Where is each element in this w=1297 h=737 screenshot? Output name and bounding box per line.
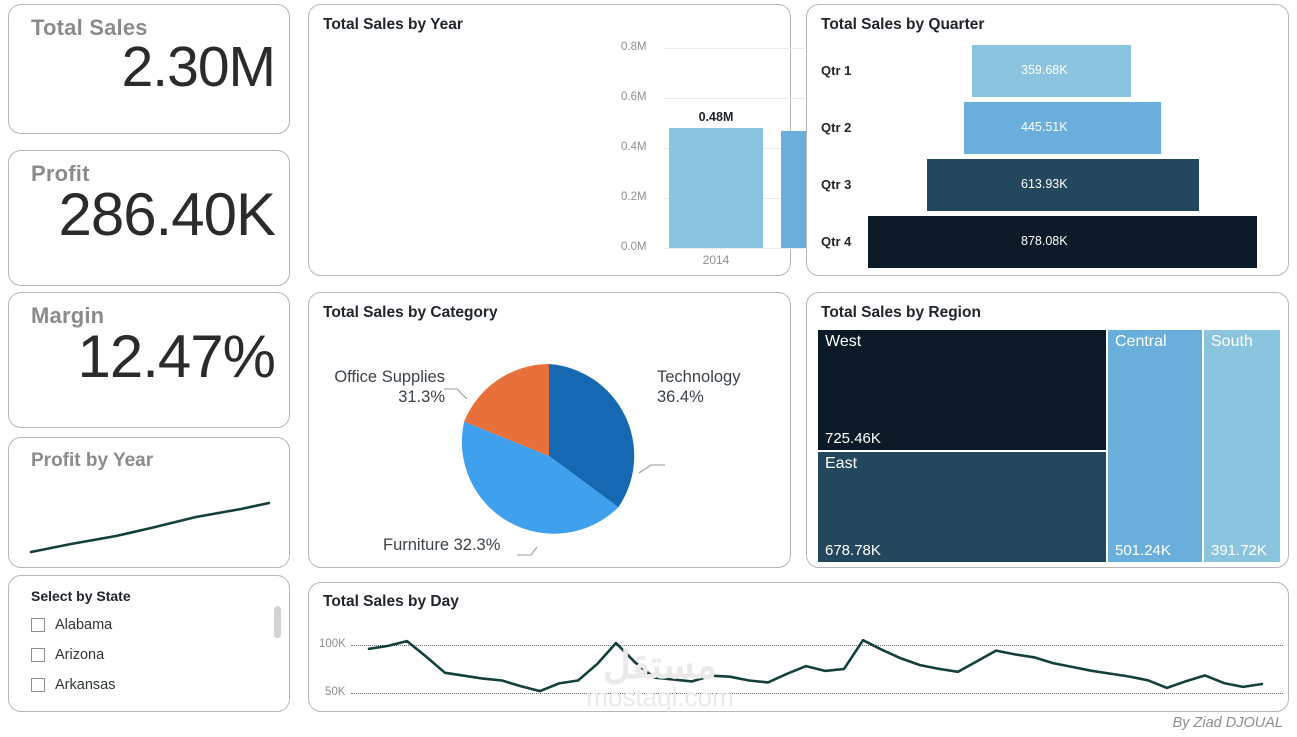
pie-slice-technology[interactable] <box>549 364 635 508</box>
funnel-bar[interactable] <box>964 102 1161 154</box>
chart-title: Total Sales by Region <box>821 304 981 321</box>
kpi-value: 12.47% <box>77 323 277 390</box>
chart-title: Total Sales by Category <box>323 304 498 321</box>
kpi-label: Total Sales <box>31 15 148 40</box>
funnel-row-qtr1[interactable]: Qtr 1 359.68K <box>807 45 1288 97</box>
funnel-category-label: Qtr 3 <box>821 177 852 192</box>
pie-label-furniture: Furniture 32.3% <box>383 535 500 555</box>
pie-leader-line-furniture <box>517 546 538 556</box>
pie-label-percent: 36.4% <box>657 388 704 407</box>
pie-label-technology: Technology 36.4% <box>657 367 740 407</box>
slicer-scrollbar[interactable] <box>274 606 281 638</box>
treemap-cell-south[interactable]: South 391.72K <box>1204 330 1280 562</box>
chart-card-sales-by-day[interactable]: Total Sales by Day 100K 50K <box>308 582 1289 712</box>
gridline <box>351 693 1283 694</box>
slicer-item-arizona[interactable]: Arizona <box>31 644 104 666</box>
treemap-cell-label: South <box>1211 333 1253 350</box>
funnel-data-label: 878.08K <box>1021 234 1068 248</box>
chart-card-sales-by-year[interactable]: Total Sales by Year 0.8M 0.6M 0.4M 0.2M … <box>308 4 1099 276</box>
chart-card-sales-by-region[interactable]: Total Sales by Region West 725.46K East … <box>806 292 1289 568</box>
pie-plot <box>444 364 665 556</box>
funnel-bar[interactable] <box>972 45 1131 97</box>
funnel-data-label: 359.68K <box>1021 63 1068 77</box>
pie-label-name: Technology <box>657 368 741 386</box>
slicer-item-alabama[interactable]: Alabama <box>31 614 112 636</box>
slicer-title: Select by State <box>31 588 131 604</box>
bar-2014[interactable] <box>669 128 763 248</box>
y-tick-label: 100K <box>319 638 346 650</box>
funnel-category-label: Qtr 2 <box>821 120 852 135</box>
chart-card-sales-by-quarter[interactable]: Total Sales by Quarter Qtr 1 359.68K Qtr… <box>806 4 1289 276</box>
chart-title: Total Sales by Day <box>323 593 459 610</box>
treemap-cell-west[interactable]: West 725.46K <box>818 330 1106 450</box>
y-tick-label: 0.0M <box>621 241 647 253</box>
y-tick-label: 50K <box>325 686 346 698</box>
author-credit: By Ziad DJOUAL <box>1172 715 1283 731</box>
treemap-cell-value: 678.78K <box>825 542 881 559</box>
funnel-data-label: 613.93K <box>1021 177 1068 191</box>
slicer-item-label: Arizona <box>55 647 105 663</box>
pie-leader-line-office <box>444 388 468 400</box>
slicer-item-label: Alabama <box>55 617 113 633</box>
funnel-row-qtr3[interactable]: Qtr 3 613.93K <box>807 159 1288 211</box>
chart-card-profit-by-year[interactable]: Profit by Year <box>8 437 290 568</box>
funnel-row-qtr2[interactable]: Qtr 2 445.51K <box>807 102 1288 154</box>
y-tick-label: 0.6M <box>621 91 647 103</box>
treemap-cell-label: East <box>825 455 858 472</box>
slicer-card-select-by-state[interactable]: Select by State Alabama Arizona Arkansas <box>8 575 290 712</box>
treemap-cell-value: 391.72K <box>1211 542 1267 559</box>
kpi-card-margin[interactable]: Margin 12.47% <box>8 292 290 428</box>
kpi-value: 286.40K <box>58 181 276 248</box>
treemap-cell-east[interactable]: East 678.78K <box>818 452 1106 562</box>
pie-label-percent: 32.3% <box>453 536 501 554</box>
line-plot <box>367 638 1264 693</box>
kpi-label: Margin <box>31 303 105 328</box>
treemap-cell-label: West <box>825 333 862 350</box>
checkbox[interactable] <box>31 618 45 632</box>
kpi-card-profit[interactable]: Profit 286.40K <box>8 150 290 286</box>
funnel-bar[interactable] <box>868 216 1257 268</box>
kpi-value: 2.30M <box>121 35 276 99</box>
funnel-row-qtr4[interactable]: Qtr 4 878.08K <box>807 216 1288 268</box>
slicer-item-label: Arkansas <box>55 677 116 693</box>
checkbox[interactable] <box>31 678 45 692</box>
x-tick-label: 2014 <box>702 253 730 267</box>
pie-label-office-supplies: Office Supplies 31.3% <box>323 367 445 407</box>
pie-label-name: Office Supplies <box>334 368 445 386</box>
sparkline-plot <box>29 501 271 554</box>
pie-label-percent: 31.3% <box>398 388 445 407</box>
line-series <box>367 638 1264 693</box>
kpi-label: Profit <box>31 161 90 186</box>
treemap-cell-central[interactable]: Central 501.24K <box>1108 330 1202 562</box>
chart-title: Total Sales by Quarter <box>821 16 985 33</box>
pie-slice-office-supplies[interactable] <box>464 364 549 456</box>
funnel-category-label: Qtr 1 <box>821 63 852 78</box>
y-tick-label: 0.8M <box>621 41 647 53</box>
treemap-cell-value: 501.24K <box>1115 542 1171 559</box>
bar-data-label: 0.48M <box>698 110 734 124</box>
treemap-cell-label: Central <box>1115 333 1167 350</box>
y-tick-label: 0.2M <box>621 191 647 203</box>
y-tick-label: 0.4M <box>621 141 647 153</box>
pie-label-name: Furniture <box>383 536 450 554</box>
slicer-item-arkansas[interactable]: Arkansas <box>31 674 115 696</box>
chart-title: Profit by Year <box>31 450 154 471</box>
funnel-category-label: Qtr 4 <box>821 234 852 249</box>
kpi-card-total-sales[interactable]: Total Sales 2.30M <box>8 4 290 134</box>
gridline <box>351 645 1283 646</box>
chart-card-sales-by-category[interactable]: Total Sales by Category Office Supplies … <box>308 292 791 568</box>
funnel-bar[interactable] <box>927 159 1199 211</box>
pie-slice-furniture[interactable] <box>461 421 619 534</box>
funnel-data-label: 445.51K <box>1021 120 1068 134</box>
pie-leader-line-technology <box>638 464 665 474</box>
treemap-cell-value: 725.46K <box>825 430 881 447</box>
checkbox[interactable] <box>31 648 45 662</box>
chart-title: Total Sales by Year <box>323 16 463 33</box>
